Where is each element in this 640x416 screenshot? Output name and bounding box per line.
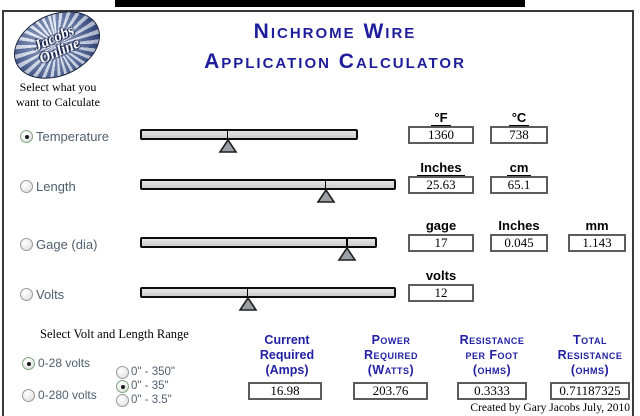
gage-inches-unit-label: Inches bbox=[498, 218, 540, 233]
select-instruction-line1: Select what you bbox=[19, 80, 97, 94]
select-instruction-note: Select what you want to Calculate bbox=[2, 80, 114, 110]
gage-mm-unit-label: mm bbox=[585, 218, 609, 233]
label-0-28-volts: 0-28 volts bbox=[38, 356, 91, 370]
label-0-3-5-inches: 0" - 3.5" bbox=[131, 394, 172, 406]
slider-tick bbox=[324, 180, 327, 189]
total-resistance-line2: Resistance bbox=[557, 348, 623, 362]
range-section-title: Select Volt and Length Range bbox=[40, 327, 189, 341]
volts-row: Volts volts 12 bbox=[0, 263, 640, 323]
credit-text: Created by Gary Jacobs July, 2010 bbox=[470, 402, 630, 414]
slider-thumb-icon bbox=[316, 188, 336, 203]
length-slider-track[interactable] bbox=[140, 179, 396, 203]
radio-0-28-volts[interactable] bbox=[22, 357, 35, 370]
volts-field[interactable]: 12 bbox=[408, 284, 474, 302]
gage-radio[interactable] bbox=[20, 238, 33, 251]
label-0-350-inches: 0" - 350" bbox=[131, 366, 175, 378]
fahrenheit-field[interactable]: 1360 bbox=[408, 126, 474, 144]
resistance-per-foot-field[interactable]: 0.3333 bbox=[457, 382, 527, 400]
gage-slider-thumb[interactable] bbox=[337, 237, 357, 267]
current-required-line3: (Amps) bbox=[265, 363, 309, 377]
current-required-field[interactable]: 16.98 bbox=[248, 382, 322, 400]
gage-unit-label: gage bbox=[425, 218, 457, 233]
top-accent-bar bbox=[115, 0, 525, 7]
temperature-row: Temperature °F 1360 °C 738 bbox=[0, 105, 640, 165]
page-title: Nichrome Wire Application Calculator bbox=[130, 17, 540, 77]
slider-thumb-icon bbox=[238, 296, 258, 311]
total-resistance-label: Total Resistance (ohms) bbox=[539, 333, 640, 378]
slider-thumb-icon bbox=[218, 138, 238, 153]
length-inches-field[interactable]: 25.63 bbox=[408, 176, 474, 194]
label-0-280-volts: 0-280 volts bbox=[38, 388, 97, 402]
total-resistance-field[interactable]: 0.71187325 bbox=[550, 382, 630, 400]
resistance-per-foot-line1: Resistance bbox=[459, 333, 525, 347]
resistance-per-foot-line3: (ohms) bbox=[472, 363, 512, 377]
radio-0-280-volts[interactable] bbox=[22, 389, 35, 402]
length-row: Length Inches 25.63 cm 65.1 bbox=[0, 155, 640, 215]
radio-0-350-inches[interactable] bbox=[116, 366, 129, 379]
calculator-panel bbox=[2, 10, 634, 416]
gage-label: Gage (dia) bbox=[36, 237, 98, 252]
slider-tick bbox=[346, 238, 348, 247]
slider-tick bbox=[246, 288, 249, 297]
gage-mm-field[interactable]: 1.143 bbox=[568, 234, 626, 252]
temperature-label: Temperature bbox=[36, 129, 109, 144]
volts-label: Volts bbox=[36, 287, 65, 302]
celsius-field[interactable]: 738 bbox=[490, 126, 548, 144]
radio-0-35-inches[interactable] bbox=[116, 380, 129, 393]
page-title-line2: Application Calculator bbox=[204, 50, 466, 73]
volts-slider-thumb[interactable] bbox=[238, 287, 258, 317]
current-required-label: Current Required (Amps) bbox=[236, 333, 338, 378]
gage-field[interactable]: 17 bbox=[408, 234, 474, 252]
fahrenheit-unit-label: °F bbox=[408, 110, 474, 126]
power-required-label: Power Required (Watts) bbox=[340, 333, 442, 378]
power-required-line3: (Watts) bbox=[367, 363, 415, 377]
length-inches-unit-label: Inches bbox=[408, 160, 474, 176]
radio-0-3-5-inches[interactable] bbox=[116, 394, 129, 407]
select-instruction-line2: want to Calculate bbox=[16, 95, 100, 109]
resistance-per-foot-line2: per Foot bbox=[465, 348, 519, 362]
total-resistance-line1: Total bbox=[573, 333, 607, 347]
temperature-slider-thumb[interactable] bbox=[218, 129, 238, 159]
length-radio[interactable] bbox=[20, 180, 33, 193]
volts-radio[interactable] bbox=[20, 288, 33, 301]
power-required-line1: Power bbox=[371, 333, 411, 347]
slider-tick bbox=[226, 130, 229, 139]
length-label: Length bbox=[36, 179, 76, 194]
length-cm-unit-label: cm bbox=[490, 160, 548, 176]
slider-thumb-icon bbox=[337, 246, 357, 261]
gage-row: Gage (dia) gage 17 Inches 0.045 mm 1.143 bbox=[0, 213, 640, 273]
gage-slider-track[interactable] bbox=[140, 237, 377, 261]
power-required-line2: Required bbox=[363, 348, 419, 362]
power-required-field[interactable]: 203.76 bbox=[353, 382, 428, 400]
current-required-line2: Required bbox=[259, 348, 315, 362]
label-0-35-inches: 0" - 35" bbox=[131, 380, 169, 392]
length-slider-thumb[interactable] bbox=[316, 179, 336, 209]
volts-slider-track[interactable] bbox=[140, 287, 396, 311]
temperature-radio[interactable] bbox=[20, 130, 33, 143]
resistance-per-foot-label: Resistance per Foot (ohms) bbox=[441, 333, 543, 378]
temperature-slider-track[interactable] bbox=[140, 129, 358, 153]
volts-unit-label: volts bbox=[425, 268, 457, 283]
current-required-line1: Current bbox=[264, 333, 310, 347]
length-cm-field[interactable]: 65.1 bbox=[490, 176, 548, 194]
page-title-line1: Nichrome Wire bbox=[253, 20, 417, 43]
gage-inches-field[interactable]: 0.045 bbox=[490, 234, 548, 252]
celsius-unit-label: °C bbox=[490, 110, 548, 126]
total-resistance-line3: (ohms) bbox=[570, 363, 610, 377]
